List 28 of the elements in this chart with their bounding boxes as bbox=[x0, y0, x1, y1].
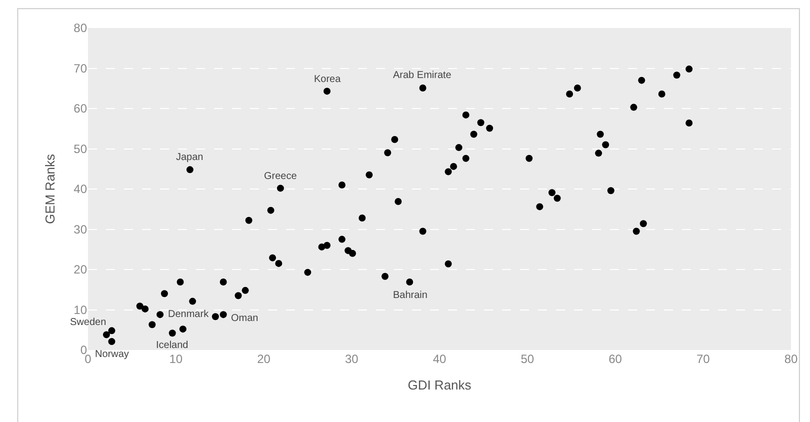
x-tick-label: 10 bbox=[169, 352, 183, 366]
y-axis-title: GEM Ranks bbox=[42, 153, 58, 224]
annotation: Korea bbox=[314, 74, 342, 85]
y-tick-label: 70 bbox=[74, 61, 88, 76]
annotation: Japan bbox=[176, 152, 204, 163]
y-tick-label: 40 bbox=[74, 182, 88, 196]
annotation: Oman bbox=[231, 313, 258, 324]
y-tick-label: 80 bbox=[74, 21, 88, 36]
x-tick-label: 40 bbox=[432, 352, 446, 366]
annotation: Denmark bbox=[168, 309, 210, 320]
annotation: Bahrain bbox=[393, 290, 428, 301]
x-tick-label: 80 bbox=[784, 352, 798, 366]
annotation: Norway bbox=[95, 349, 129, 360]
x-tick-label: 30 bbox=[344, 352, 359, 366]
y-tick-label: 10 bbox=[74, 302, 88, 317]
annotation: Sweden bbox=[70, 317, 106, 328]
y-tick-label: 60 bbox=[74, 102, 88, 116]
y-tick-label: 20 bbox=[74, 262, 88, 277]
annotation: Greece bbox=[264, 171, 298, 182]
annotation: Iceland bbox=[156, 340, 188, 351]
x-tick-label: 70 bbox=[696, 352, 710, 366]
x-axis-title: GDI Ranks bbox=[408, 378, 472, 393]
annotation: Arab Emirate bbox=[393, 70, 452, 81]
y-tick-label: 30 bbox=[74, 222, 88, 236]
x-tick-label: 60 bbox=[608, 352, 622, 366]
x-tick-label: 20 bbox=[257, 352, 271, 366]
y-tick-label: 50 bbox=[74, 142, 88, 156]
x-tick-label: 50 bbox=[520, 352, 534, 366]
